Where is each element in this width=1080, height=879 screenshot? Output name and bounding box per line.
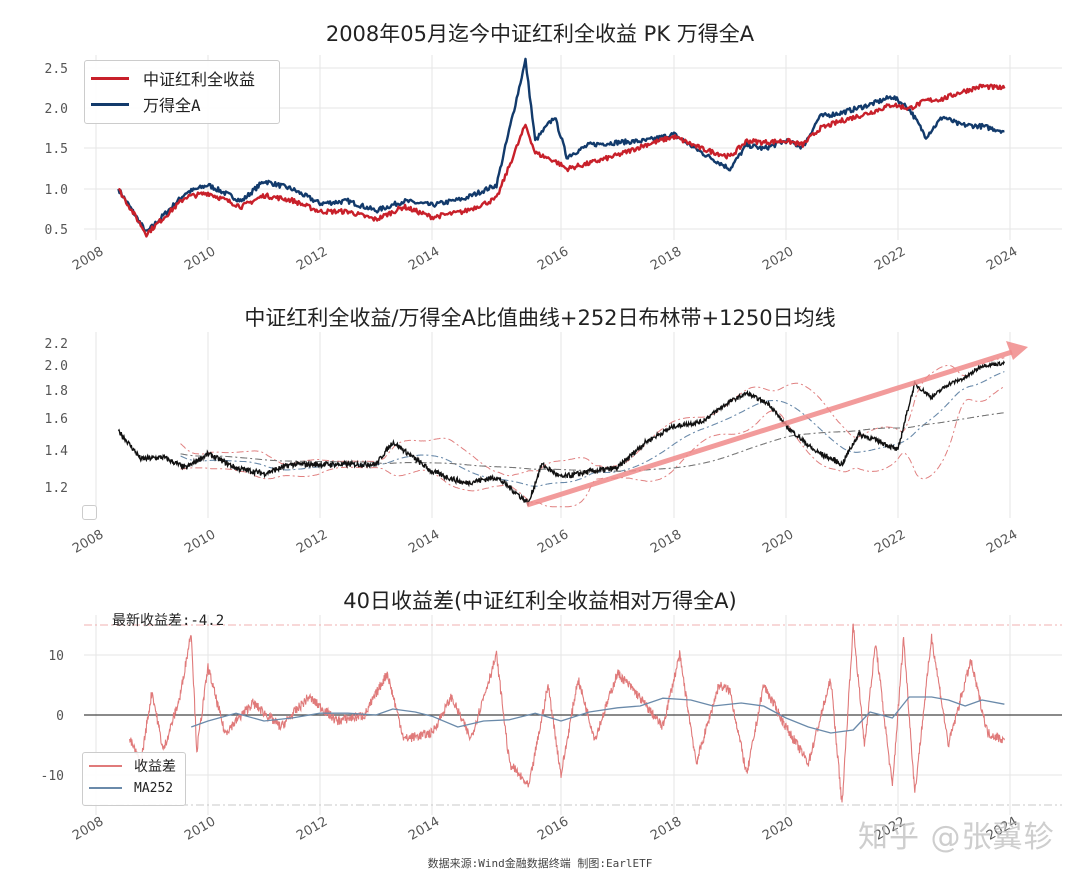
legend-label-wind-a: 万得全A bbox=[143, 96, 201, 115]
chart-title-top: 2008年05月迄今中证红利全收益 PK 万得全A bbox=[325, 22, 755, 46]
svg-text:2020: 2020 bbox=[760, 814, 796, 844]
svg-text:2016: 2016 bbox=[535, 527, 571, 557]
svg-text:2020: 2020 bbox=[760, 527, 796, 557]
svg-text:2012: 2012 bbox=[294, 527, 330, 557]
svg-text:2010: 2010 bbox=[182, 527, 218, 557]
svg-text:2014: 2014 bbox=[406, 527, 442, 557]
axes-bottom: 2008 2010 2012 2014 2016 2018 2020 2022 2024100-… bbox=[41, 615, 1062, 844]
svg-text:2010: 2010 bbox=[182, 814, 218, 844]
legend-label-ma252: MA252 bbox=[134, 780, 174, 796]
legend-label-return-diff: 收益差 bbox=[134, 759, 176, 775]
svg-text:1.4: 1.4 bbox=[45, 444, 69, 459]
svg-text:1.8: 1.8 bbox=[45, 384, 68, 399]
chart-title-middle: 中证红利全收益/万得全A比值曲线+252日布林带+1250日均线 bbox=[244, 306, 836, 330]
svg-text:2016: 2016 bbox=[535, 814, 571, 844]
svg-text:2008: 2008 bbox=[70, 244, 106, 274]
legend-line-return-diff bbox=[89, 765, 122, 767]
legend-line-ma252 bbox=[89, 787, 122, 789]
legend-item-return-diff: 收益差 bbox=[83, 755, 185, 777]
svg-text:1.0: 1.0 bbox=[45, 183, 68, 198]
svg-text:2.2: 2.2 bbox=[45, 337, 68, 352]
svg-text:2014: 2014 bbox=[406, 244, 442, 274]
legend-item-ma252: MA252 bbox=[83, 777, 185, 799]
svg-text:2014: 2014 bbox=[406, 814, 442, 844]
legend-line-wind-a bbox=[91, 102, 129, 106]
legend-item-dividend: 中证红利全收益 bbox=[85, 65, 279, 91]
svg-text:2010: 2010 bbox=[182, 244, 218, 274]
svg-text:2012: 2012 bbox=[294, 244, 330, 274]
top-series bbox=[117, 57, 1006, 238]
svg-text:2.0: 2.0 bbox=[45, 359, 68, 374]
svg-text:10: 10 bbox=[48, 649, 64, 664]
legend-top: 中证红利全收益 万得全A bbox=[84, 60, 280, 124]
chart-title-bottom: 40日收益差(中证红利全收益相对万得全A) bbox=[343, 589, 737, 613]
svg-text:2016: 2016 bbox=[535, 244, 571, 274]
svg-text:2018: 2018 bbox=[648, 814, 684, 844]
legend-bottom: 收益差 MA252 bbox=[82, 752, 186, 806]
svg-text:2018: 2018 bbox=[648, 244, 684, 274]
svg-text:2012: 2012 bbox=[294, 814, 330, 844]
legend-item-wind-a: 万得全A bbox=[85, 91, 279, 117]
svg-text:-10: -10 bbox=[41, 769, 64, 784]
middle-series bbox=[117, 357, 1006, 508]
svg-text:0.5: 0.5 bbox=[45, 223, 68, 238]
svg-text:2022: 2022 bbox=[872, 244, 908, 274]
svg-text:2024: 2024 bbox=[984, 244, 1020, 274]
watermark: 知乎 @张翼轸 bbox=[858, 820, 1055, 855]
axes-middle: 2008 2010 2012 2014 2016 2018 2020 2022 2024 2.2 2… bbox=[45, 332, 1020, 557]
svg-text:2020: 2020 bbox=[760, 244, 796, 274]
svg-text:2024: 2024 bbox=[984, 527, 1020, 557]
legend-label-dividend: 中证红利全收益 bbox=[143, 70, 256, 89]
trend-arrow bbox=[526, 341, 1028, 508]
bottom-series bbox=[84, 623, 1062, 806]
svg-text:1.5: 1.5 bbox=[45, 142, 68, 157]
svg-text:2008: 2008 bbox=[70, 527, 106, 557]
svg-text:2.5: 2.5 bbox=[45, 62, 68, 77]
svg-text:2008: 2008 bbox=[70, 814, 106, 844]
svg-text:2022: 2022 bbox=[872, 527, 908, 557]
svg-text:2018: 2018 bbox=[648, 527, 684, 557]
legend-line-dividend bbox=[91, 76, 129, 80]
svg-text:2.0: 2.0 bbox=[45, 102, 68, 117]
svg-text:1.6: 1.6 bbox=[45, 412, 68, 427]
svg-text:1.2: 1.2 bbox=[45, 481, 68, 496]
svg-text:0: 0 bbox=[56, 709, 64, 724]
data-source-footer: 数据来源:Wind金融数据终端 制图:EarlETF bbox=[427, 857, 653, 870]
legend-middle-empty bbox=[82, 505, 97, 520]
latest-return-diff-note: 最新收益差:-4.2 bbox=[112, 613, 225, 629]
